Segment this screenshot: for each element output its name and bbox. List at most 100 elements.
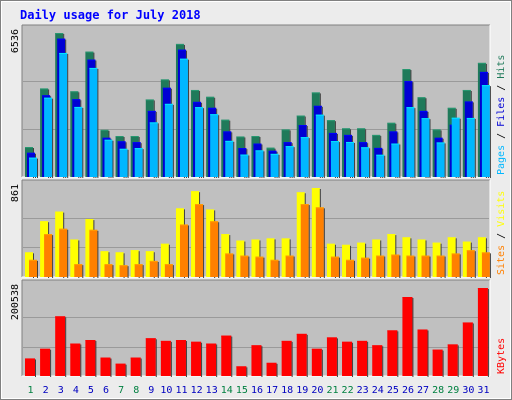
bar-sites-26-fill — [406, 255, 415, 277]
bar-pages-28 — [436, 142, 446, 178]
bar-kbytes-22-fill — [342, 341, 353, 376]
x-tick-label: 30 — [462, 385, 474, 396]
bar-kbytes-27-highlight — [417, 329, 428, 331]
bar-sites-14-highlight — [225, 253, 234, 255]
bar-pages-8 — [134, 148, 144, 178]
bar-sites-10-shadow — [172, 265, 174, 278]
bar-sites-22 — [346, 259, 356, 278]
bar-kbytes-28-fill — [432, 349, 443, 376]
bar-sites-17 — [270, 259, 280, 278]
bar-visits-7-highlight — [115, 252, 124, 254]
x-tick-label: 20 — [311, 385, 323, 396]
bar-pages-13-highlight — [210, 114, 219, 116]
bar-kbytes-23 — [357, 340, 369, 377]
x-tick-label: 13 — [206, 385, 218, 396]
bar-sites-16 — [255, 256, 265, 278]
bar-pages-29-fill — [451, 117, 460, 177]
legend-top: Pages / Files / Hits — [496, 55, 507, 175]
bar-sites-9-shadow — [157, 261, 159, 278]
bar-visits-30-highlight — [462, 241, 471, 243]
x-tick-label: 3 — [58, 385, 64, 396]
bar-kbytes-15-fill — [236, 366, 247, 376]
bar-pages-14-highlight — [225, 140, 234, 142]
bar-sites-10 — [164, 264, 174, 278]
bar-kbytes-27 — [417, 329, 429, 377]
bar-pages-15-highlight — [240, 154, 249, 156]
bar-kbytes-3-shadow — [65, 317, 67, 377]
bar-pages-20-shadow — [323, 115, 325, 178]
bar-pages-4-shadow — [82, 107, 84, 178]
bar-pages-20-highlight — [315, 114, 324, 116]
bar-kbytes-24-shadow — [382, 346, 384, 377]
bar-sites-29-shadow — [459, 254, 461, 278]
bar-kbytes-23-shadow — [367, 341, 369, 377]
bar-pages-22-shadow — [354, 142, 356, 178]
bar-kbytes-30-shadow — [472, 323, 474, 377]
bar-hits-4-highlight — [70, 91, 79, 93]
bar-pages-5-fill — [89, 67, 98, 177]
bar-visits-10-highlight — [160, 243, 169, 245]
bar-kbytes-14 — [221, 335, 233, 377]
bar-kbytes-4-shadow — [80, 344, 82, 377]
bar-pages-17-fill — [270, 153, 279, 177]
bar-visits-5-highlight — [85, 219, 94, 221]
bar-kbytes-12 — [191, 341, 203, 377]
legend-separator: / — [496, 227, 507, 245]
bar-sites-28-highlight — [436, 255, 445, 257]
bar-files-4-highlight — [72, 99, 81, 101]
bar-hits-2-highlight — [40, 88, 49, 90]
bar-sites-28-fill — [436, 255, 445, 277]
bar-hits-18-highlight — [281, 129, 290, 131]
bar-kbytes-4-highlight — [70, 343, 81, 345]
x-tick-label: 28 — [432, 385, 444, 396]
bar-visits-2-highlight — [40, 221, 49, 223]
bar-pages-18 — [285, 146, 295, 178]
bar-kbytes-19 — [296, 333, 308, 377]
bar-kbytes-25-fill — [387, 330, 398, 376]
legend-middle: Sites / Visits — [496, 191, 507, 275]
bar-kbytes-31-fill — [477, 288, 488, 376]
bar-sites-26 — [406, 255, 416, 278]
bar-kbytes-11-fill — [175, 340, 186, 376]
bar-sites-27-fill — [421, 255, 430, 277]
bar-pages-12-highlight — [195, 107, 204, 109]
bar-kbytes-24-fill — [372, 345, 383, 376]
bar-kbytes-5-fill — [85, 340, 96, 376]
bar-kbytes-2-shadow — [50, 349, 52, 377]
x-tick-label: 14 — [221, 385, 233, 396]
x-tick-label: 29 — [447, 385, 459, 396]
bar-visits-15-highlight — [236, 240, 245, 242]
legend-item-pages: Pages — [496, 145, 507, 175]
bar-pages-9-fill — [149, 122, 158, 177]
bar-sites-27-highlight — [421, 255, 430, 257]
bar-pages-3 — [59, 52, 69, 178]
bar-visits-22-highlight — [342, 244, 351, 246]
bar-kbytes-7-fill — [115, 363, 126, 376]
bar-files-22-highlight — [344, 134, 353, 136]
bar-kbytes-7-shadow — [125, 364, 127, 377]
legend-item-visits: Visits — [496, 191, 507, 227]
bar-pages-21 — [330, 141, 340, 178]
bar-visits-10-shadow — [168, 244, 170, 278]
bar-visits-9-highlight — [145, 251, 154, 253]
bar-visits-6-highlight — [100, 251, 109, 253]
bar-pages-5-highlight — [89, 67, 98, 69]
bar-pages-8-highlight — [134, 148, 143, 150]
bar-pages-22 — [346, 141, 356, 178]
bar-pages-11-highlight — [179, 58, 188, 60]
bar-pages-23-highlight — [361, 147, 370, 149]
bar-pages-21-fill — [330, 141, 339, 177]
bar-kbytes-18-fill — [281, 340, 292, 376]
bar-kbytes-22 — [342, 341, 354, 377]
bar-kbytes-26 — [402, 297, 414, 377]
bar-pages-28-shadow — [444, 143, 446, 178]
bar-pages-3-fill — [59, 52, 68, 177]
bar-sites-24-highlight — [376, 255, 385, 257]
bar-pages-15 — [240, 154, 250, 178]
bar-files-12-highlight — [193, 101, 202, 103]
legend-separator: / — [496, 79, 507, 97]
chart-title: Daily usage for July 2018 — [20, 8, 201, 22]
bar-pages-3-highlight — [59, 52, 68, 54]
bar-pages-16-shadow — [263, 151, 265, 178]
bar-kbytes-10 — [160, 340, 172, 377]
